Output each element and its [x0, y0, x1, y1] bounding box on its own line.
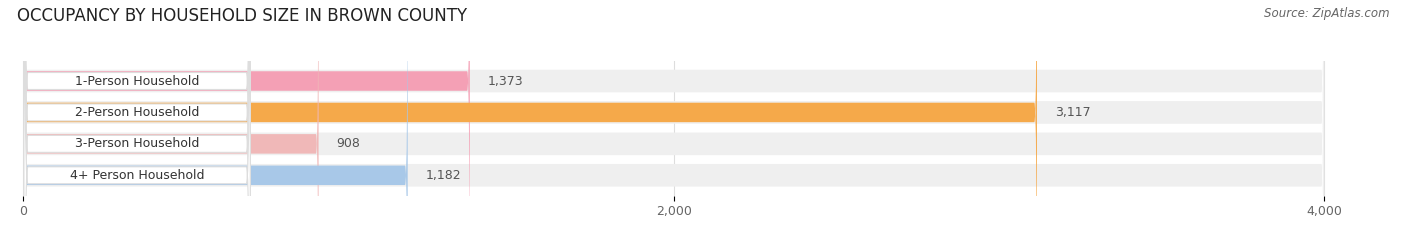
Text: 908: 908 [336, 137, 360, 150]
FancyBboxPatch shape [24, 0, 1038, 233]
FancyBboxPatch shape [24, 0, 1324, 233]
FancyBboxPatch shape [24, 0, 1324, 233]
Text: 4+ Person Household: 4+ Person Household [70, 169, 204, 182]
Text: 1-Person Household: 1-Person Household [75, 75, 200, 88]
FancyBboxPatch shape [24, 0, 319, 233]
FancyBboxPatch shape [24, 0, 250, 233]
Text: Source: ZipAtlas.com: Source: ZipAtlas.com [1264, 7, 1389, 20]
Text: OCCUPANCY BY HOUSEHOLD SIZE IN BROWN COUNTY: OCCUPANCY BY HOUSEHOLD SIZE IN BROWN COU… [17, 7, 467, 25]
FancyBboxPatch shape [24, 0, 470, 233]
FancyBboxPatch shape [24, 0, 1324, 233]
Text: 3,117: 3,117 [1054, 106, 1091, 119]
FancyBboxPatch shape [24, 0, 250, 233]
FancyBboxPatch shape [24, 0, 250, 233]
Text: 3-Person Household: 3-Person Household [75, 137, 200, 150]
Text: 1,373: 1,373 [488, 75, 523, 88]
FancyBboxPatch shape [24, 0, 1324, 233]
FancyBboxPatch shape [24, 0, 250, 233]
Text: 2-Person Household: 2-Person Household [75, 106, 200, 119]
FancyBboxPatch shape [24, 0, 408, 233]
Text: 1,182: 1,182 [426, 169, 461, 182]
